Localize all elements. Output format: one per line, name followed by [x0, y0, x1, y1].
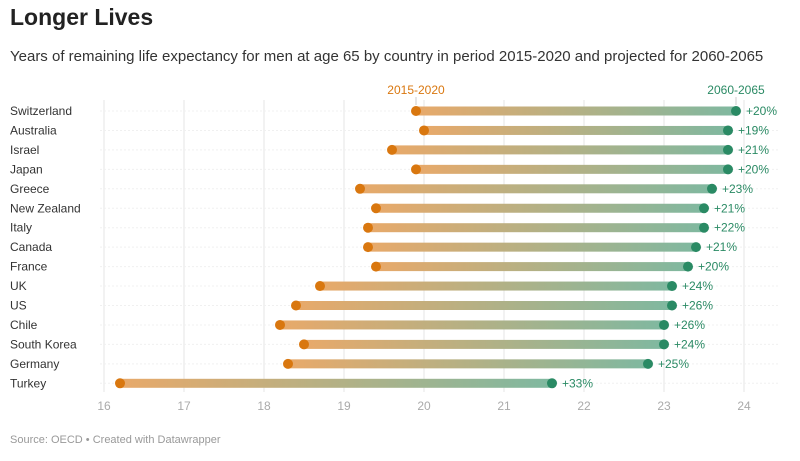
- dot-2060-2065: [667, 281, 677, 292]
- x-tick-label: 18: [257, 399, 271, 413]
- range-bar: [288, 359, 648, 369]
- change-label: +22%: [714, 221, 745, 235]
- dot-2015-2020: [299, 339, 309, 350]
- range-bar: [120, 378, 552, 388]
- category-label: South Korea: [10, 337, 77, 351]
- dot-2015-2020: [283, 358, 293, 369]
- category-label: France: [10, 260, 48, 274]
- change-label: +25%: [658, 357, 689, 371]
- dot-2060-2065: [643, 358, 653, 369]
- dot-2015-2020: [411, 164, 421, 175]
- dot-2060-2065: [723, 164, 733, 175]
- category-label: Canada: [10, 240, 52, 254]
- dot-2060-2065: [691, 242, 701, 253]
- range-bar: [360, 184, 712, 194]
- dot-2015-2020: [363, 222, 373, 233]
- dot-2015-2020: [419, 125, 429, 136]
- category-label: Greece: [10, 182, 50, 196]
- change-label: +23%: [722, 182, 753, 196]
- dot-2015-2020: [355, 183, 365, 194]
- change-label: +26%: [674, 318, 705, 332]
- dot-2060-2065: [547, 378, 557, 389]
- change-label: +21%: [738, 143, 769, 157]
- change-label: +20%: [698, 260, 729, 274]
- source-note: Source: OECD • Created with Datawrapper: [10, 434, 221, 446]
- x-tick-label: 21: [497, 399, 511, 413]
- range-bar: [416, 164, 728, 174]
- dot-2015-2020: [275, 319, 285, 330]
- range-bar: [376, 203, 704, 213]
- category-label: Turkey: [10, 376, 46, 390]
- range-bar: [416, 106, 736, 116]
- dot-2015-2020: [387, 144, 397, 155]
- range-bar: [392, 145, 728, 155]
- series-label-2015-2020: 2015-2020: [387, 83, 445, 97]
- change-label: +20%: [746, 104, 777, 118]
- category-label: Chile: [10, 318, 38, 332]
- x-tick-label: 19: [337, 399, 351, 413]
- range-bar: [424, 125, 728, 135]
- range-bar: [296, 301, 672, 310]
- change-label: +33%: [562, 376, 593, 390]
- range-bar: [368, 223, 704, 233]
- category-label: Japan: [10, 162, 43, 176]
- dot-2060-2065: [659, 339, 669, 350]
- x-tick-label: 22: [577, 399, 591, 413]
- range-bar: [376, 262, 688, 272]
- dot-2015-2020: [363, 242, 373, 253]
- series-label-2060-2065: 2060-2065: [707, 83, 765, 97]
- range-bar: [280, 320, 664, 330]
- change-label: +21%: [706, 240, 737, 254]
- dot-2060-2065: [731, 106, 741, 116]
- dot-2060-2065: [683, 261, 693, 272]
- category-label: UK: [10, 279, 27, 293]
- dot-2060-2065: [667, 300, 677, 311]
- dot-2015-2020: [371, 261, 381, 272]
- chart-subtitle: Years of remaining life expectancy for m…: [10, 48, 764, 65]
- change-label: +20%: [738, 162, 769, 176]
- x-tick-label: 17: [177, 399, 191, 413]
- category-label: New Zealand: [10, 201, 81, 215]
- change-label: +26%: [682, 299, 713, 313]
- range-bar: [320, 281, 672, 291]
- category-label: US: [10, 299, 27, 313]
- dot-2060-2065: [723, 125, 733, 136]
- range-bar: [304, 339, 664, 349]
- category-label: Switzerland: [10, 104, 72, 118]
- dot-2060-2065: [699, 203, 709, 214]
- dot-2015-2020: [315, 281, 325, 292]
- change-label: +19%: [738, 123, 769, 137]
- x-tick-label: 20: [417, 399, 431, 413]
- dot-2015-2020: [115, 378, 125, 389]
- x-tick-label: 24: [737, 399, 751, 413]
- change-label: +21%: [714, 201, 745, 215]
- category-label: Australia: [10, 123, 57, 137]
- change-label: +24%: [682, 279, 713, 293]
- dot-2060-2065: [707, 183, 717, 194]
- category-label: Israel: [10, 143, 39, 157]
- dot-2060-2065: [723, 144, 733, 155]
- change-label: +24%: [674, 337, 705, 351]
- dot-2015-2020: [411, 106, 421, 116]
- chart-title: Longer Lives: [10, 4, 154, 30]
- category-label: Germany: [10, 357, 59, 371]
- dot-2015-2020: [291, 300, 301, 311]
- dot-2015-2020: [371, 203, 381, 214]
- category-label: Italy: [10, 221, 32, 235]
- range-bar: [368, 242, 696, 252]
- x-tick-label: 16: [97, 399, 111, 413]
- x-tick-label: 23: [657, 399, 671, 413]
- dot-2060-2065: [659, 319, 669, 330]
- dot-2060-2065: [699, 222, 709, 233]
